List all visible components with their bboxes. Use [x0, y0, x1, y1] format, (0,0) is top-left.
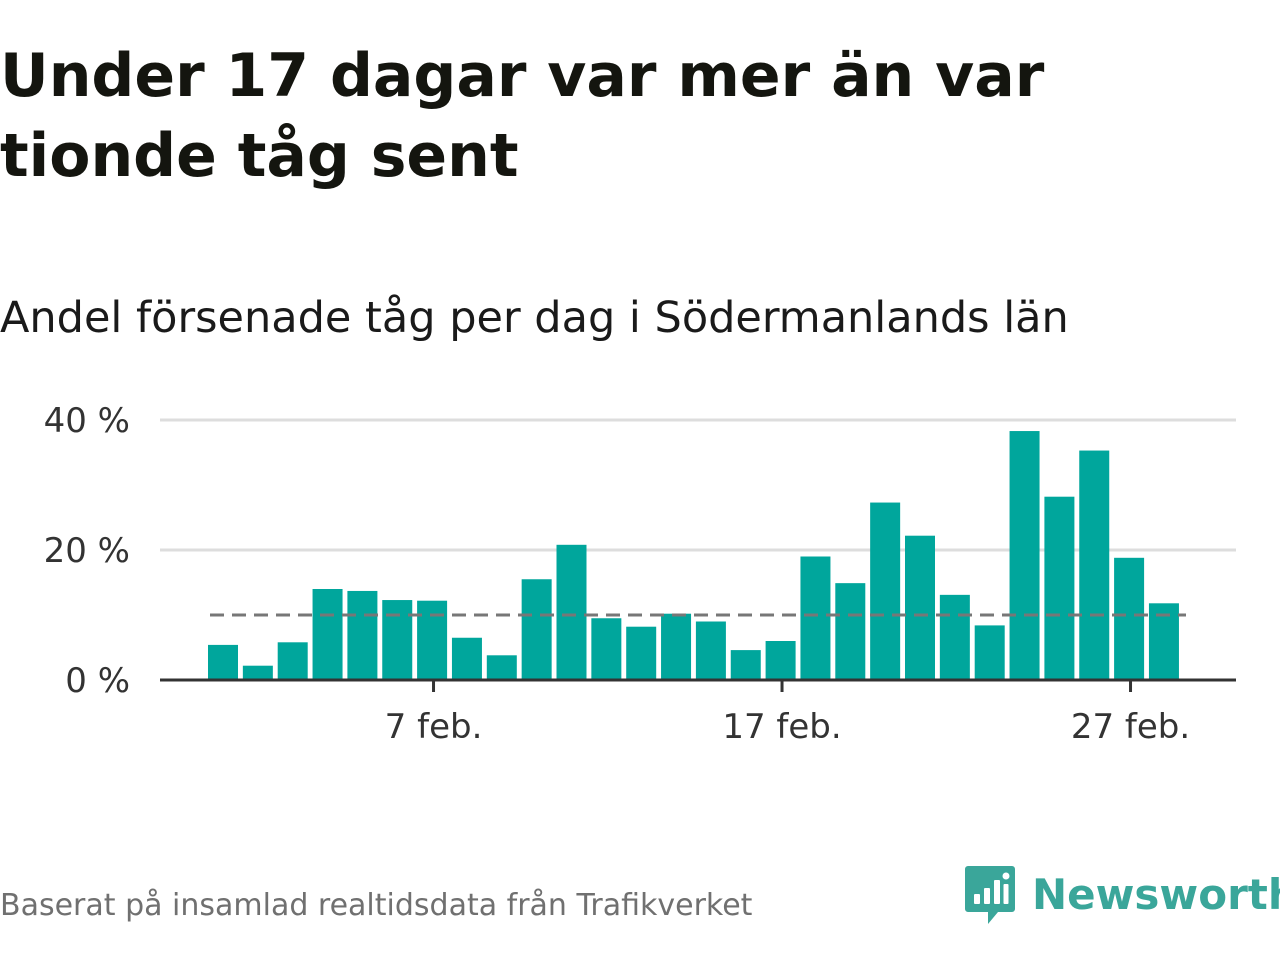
bar [905, 535, 935, 680]
bar [277, 642, 308, 680]
bar [661, 613, 692, 680]
bar [486, 655, 517, 680]
bar [451, 637, 482, 680]
y-tick-label: 0 % [65, 661, 130, 701]
bar-chart: 0 % 20 % 40 % 7 feb. 17 feb. 27 feb. [44, 401, 1236, 747]
bar [1009, 431, 1040, 680]
y-tick-label: 20 % [44, 531, 130, 571]
bar [312, 589, 343, 680]
bar [417, 600, 448, 680]
bar [730, 650, 761, 680]
bar [695, 621, 726, 680]
bar [591, 618, 622, 680]
bar [1114, 557, 1145, 680]
bar [939, 594, 970, 680]
bar [626, 626, 657, 680]
bar [1079, 450, 1110, 680]
x-tick-label: 7 feb. [385, 707, 483, 747]
bar [835, 583, 866, 680]
bar [347, 590, 378, 680]
y-tick-label: 40 % [44, 401, 130, 441]
bar [870, 502, 901, 680]
bar [974, 625, 1005, 680]
bar [521, 579, 552, 680]
newsworthy-logo-icon [965, 866, 1015, 924]
bar [208, 644, 238, 680]
bar [765, 641, 796, 680]
chart-subtitle: Andel försenade tåg per dag i Södermanla… [0, 293, 1069, 343]
bar [382, 600, 413, 680]
x-tick-label: 17 feb. [722, 707, 841, 747]
bar [1044, 496, 1075, 680]
x-tick-label: 27 feb. [1071, 707, 1190, 747]
bar [556, 544, 587, 680]
bar [800, 556, 831, 680]
brand-name: Newsworthy [1032, 870, 1280, 919]
newsworthy-logo[interactable]: Newsworthy [964, 864, 1280, 926]
source-note: Baserat på insamlad realtidsdata från Tr… [0, 888, 753, 923]
bar [242, 665, 273, 680]
chart-title: Under 17 dagar var mer än var tionde tåg… [0, 41, 1045, 191]
